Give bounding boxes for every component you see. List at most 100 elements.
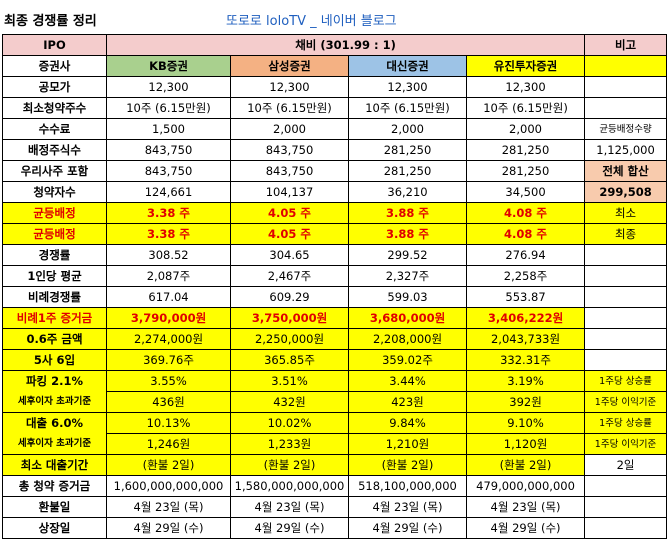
cell-kb: 617.04 xyxy=(106,286,231,308)
note-cell: 균등배정수량 xyxy=(584,118,668,140)
blog-link[interactable]: 또로로 loloTV _ 네이버 블로그 xyxy=(226,14,397,29)
cell-samsung: (환불 2일) xyxy=(230,454,349,476)
cell-kb: 1,246원 xyxy=(106,433,231,455)
table-row: 청약자수 124,661 104,137 36,210 34,500 299,5… xyxy=(2,181,668,203)
cell-samsung: 3,750,000원 xyxy=(230,307,349,329)
cell-samsung: 3.51% xyxy=(230,370,349,392)
row-label: 최소청약주수 xyxy=(2,97,107,119)
cell-eugene: 392원 xyxy=(465,391,586,413)
cell-samsung: 1,580,000,000,000 xyxy=(230,475,349,497)
note-cell: 최종 xyxy=(584,223,668,245)
note-cell xyxy=(584,517,668,539)
cell-eugene: 10주 (6.15만원) xyxy=(465,97,586,119)
cell-kb: 436원 xyxy=(106,391,231,413)
header-row: IPO 채비 (301.99 : 1) 비고 xyxy=(2,34,668,56)
row-label: 균등배정 xyxy=(2,223,107,245)
note-cell: 1,125,000 xyxy=(584,139,668,161)
cell-kb: 3.55% xyxy=(106,370,231,392)
cell-eugene: 332.31주 xyxy=(465,349,586,371)
table-row: 파킹 2.1% 3.55% 3.51% 3.44% 3.19% 1주당 상승률 xyxy=(2,370,668,392)
cell-samsung: 843,750 xyxy=(230,160,349,182)
table-row: 0.6주 금액 2,274,000원 2,250,000원 2,208,000원… xyxy=(2,328,668,350)
table-row: 비례경쟁률 617.04 609.29 599.03 553.87 xyxy=(2,286,668,308)
cell-samsung: 304.65 xyxy=(230,244,349,266)
cell-kb: 10주 (6.15만원) xyxy=(106,97,231,119)
row-label: 세후이자 초과기준 xyxy=(2,433,107,455)
row-label: 수수료 xyxy=(2,118,107,140)
cell-daishin: 12,300 xyxy=(348,76,467,98)
cell-daishin: 2,208,000원 xyxy=(348,328,467,350)
cell-samsung: 2,250,000원 xyxy=(230,328,349,350)
cell-samsung: 365.85주 xyxy=(230,349,349,371)
note-cell: 1주당 상승률 xyxy=(584,412,668,434)
cell-samsung: 10.02% xyxy=(230,412,349,434)
cell-samsung: 2,467주 xyxy=(230,265,349,287)
cell-daishin: 599.03 xyxy=(348,286,467,308)
row-label: 균등배정 xyxy=(2,202,107,224)
table-row: 대출 6.0% 10.13% 10.02% 9.84% 9.10% 1주당 상승… xyxy=(2,412,668,434)
row-label: 총 청약 증거금 xyxy=(2,475,107,497)
cell-daishin: 4월 29일 (수) xyxy=(348,517,467,539)
note-cell xyxy=(584,328,668,350)
cell-daishin: 9.84% xyxy=(348,412,467,434)
cell-kb: 3,790,000원 xyxy=(106,307,231,329)
cell-kb: 3.38 주 xyxy=(106,223,231,245)
cell-samsung: 609.29 xyxy=(230,286,349,308)
ipo-header: IPO xyxy=(2,34,107,56)
cell-eugene: 281,250 xyxy=(465,160,586,182)
note-cell xyxy=(584,265,668,287)
cell-daishin: 423원 xyxy=(348,391,467,413)
row-label: 비례1주 증거금 xyxy=(2,307,107,329)
cell-eugene: 553.87 xyxy=(465,286,586,308)
table-row: 배정주식수 843,750 843,750 281,250 281,250 1,… xyxy=(2,139,668,161)
row-label: 1인당 평균 xyxy=(2,265,107,287)
cell-kb: 1,500 xyxy=(106,118,231,140)
table-row: 환불일 4월 23일 (목) 4월 23일 (목) 4월 23일 (목) 4월 … xyxy=(2,496,668,518)
row-label: 최소 대출기간 xyxy=(2,454,107,476)
cell-daishin: 3.88 주 xyxy=(348,223,467,245)
cell-samsung: 432원 xyxy=(230,391,349,413)
cell-daishin: 299.52 xyxy=(348,244,467,266)
cell-eugene: 4.08 주 xyxy=(465,202,586,224)
table-row: 세후이자 초과기준 436원 432원 423원 392원 1주당 이익기준 xyxy=(2,391,668,413)
cell-eugene: 3.19% xyxy=(465,370,586,392)
ratio-header: 채비 (301.99 : 1) xyxy=(105,34,586,56)
table-row: 경쟁률 308.52 304.65 299.52 276.94 xyxy=(2,244,668,266)
table-row: 5사 6입 369.76주 365.85주 359.02주 332.31주 xyxy=(2,349,668,371)
cell-daishin: 518,100,000,000 xyxy=(348,475,467,497)
cell-samsung: 4월 23일 (목) xyxy=(230,496,349,518)
cell-kb: 124,661 xyxy=(106,181,231,203)
note-cell xyxy=(584,244,668,266)
table-row: 총 청약 증거금 1,600,000,000,000 1,580,000,000… xyxy=(2,475,668,497)
row-label: 환불일 xyxy=(2,496,107,518)
row-label: 0.6주 금액 xyxy=(2,328,107,350)
cell-kb: 4월 29일 (수) xyxy=(106,517,231,539)
cell-samsung: 4월 29일 (수) xyxy=(230,517,349,539)
table-row: 수수료 1,500 2,000 2,000 2,000 균등배정수량 xyxy=(2,118,668,140)
cell-eugene: 9.10% xyxy=(465,412,586,434)
row-label: 파킹 2.1% xyxy=(2,370,107,392)
top-bar: 최종 경쟁률 정리 또로로 loloTV _ 네이버 블로그 xyxy=(0,0,669,34)
note-header: 비고 xyxy=(584,34,668,56)
cell-eugene: 3,406,222원 xyxy=(465,307,586,329)
cell-kb: 369.76주 xyxy=(106,349,231,371)
row-label: 5사 6입 xyxy=(2,349,107,371)
note-cell: 1주당 이익기준 xyxy=(584,391,668,413)
row-label: 공모가 xyxy=(2,76,107,98)
row-label: 우리사주 포함 xyxy=(2,160,107,182)
table-row: 최소청약주수 10주 (6.15만원) 10주 (6.15만원) 10주 (6.… xyxy=(2,97,668,119)
cell-eugene: 4월 23일 (목) xyxy=(465,496,586,518)
cell-samsung: 843,750 xyxy=(230,139,349,161)
cell-samsung: 10주 (6.15만원) xyxy=(230,97,349,119)
cell-kb: 843,750 xyxy=(106,160,231,182)
cell-daishin: 281,250 xyxy=(348,160,467,182)
cell-eugene: 12,300 xyxy=(465,76,586,98)
row-label: 대출 6.0% xyxy=(2,412,107,434)
cell-daishin: (환불 2일) xyxy=(348,454,467,476)
table-row: 균등배정 3.38 주 4.05 주 3.88 주 4.08 주 최소 xyxy=(2,202,668,224)
cell-eugene: (환불 2일) xyxy=(465,454,586,476)
ipo-comparison-table: IPO 채비 (301.99 : 1) 비고 증권사 KB증권 삼성증권 대신증… xyxy=(2,34,668,539)
cell-eugene: 4월 29일 (수) xyxy=(465,517,586,539)
cell-daishin: 359.02주 xyxy=(348,349,467,371)
note-cell: 2일 xyxy=(584,454,668,476)
